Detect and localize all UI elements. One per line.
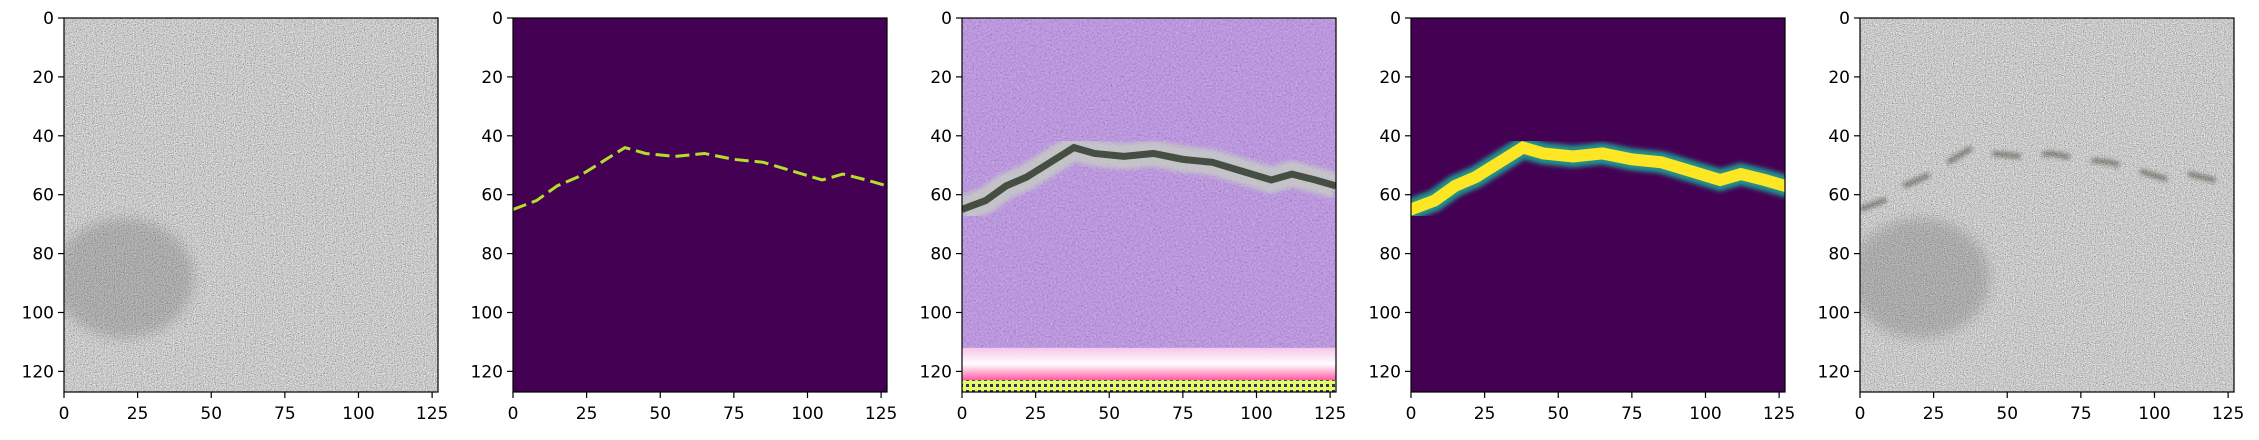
y-tick-label: 120 bbox=[1369, 362, 1401, 382]
axes-frame bbox=[1410, 17, 1786, 393]
x-tick-label: 25 bbox=[1474, 404, 1496, 424]
bottom-band bbox=[962, 347, 1336, 381]
y-tick-label: 100 bbox=[1369, 303, 1401, 323]
x-tick-label: 75 bbox=[274, 404, 296, 424]
x-tick-label: 100 bbox=[791, 404, 823, 424]
y-tick-label: 60 bbox=[32, 186, 54, 206]
y-tick-label: 60 bbox=[1828, 186, 1850, 206]
y-tick-label: 80 bbox=[1379, 245, 1401, 265]
x-tick-label: 100 bbox=[2138, 404, 2170, 424]
y-tick-label: 100 bbox=[920, 303, 952, 323]
faint-crack bbox=[1860, 144, 2234, 212]
y-tick-label: 40 bbox=[481, 127, 503, 147]
x-tick-label: 0 bbox=[1406, 404, 1417, 424]
y-tick-label: 40 bbox=[1828, 127, 1850, 147]
x-tick-label: 125 bbox=[2212, 404, 2244, 424]
x-tick-label: 75 bbox=[1172, 404, 1194, 424]
x-tick-label: 25 bbox=[1923, 404, 1945, 424]
panel-image bbox=[962, 18, 1336, 392]
y-tick-label: 80 bbox=[1828, 245, 1850, 265]
x-tick-label: 25 bbox=[1025, 404, 1047, 424]
y-tick-label: 20 bbox=[1379, 68, 1401, 88]
x-tick-label: 125 bbox=[865, 404, 897, 424]
x-tick-label: 25 bbox=[576, 404, 598, 424]
heat-band-core bbox=[1411, 141, 1785, 216]
x-tick-label: 0 bbox=[59, 404, 70, 424]
x-tick-label: 100 bbox=[1689, 404, 1721, 424]
y-tick-label: 20 bbox=[930, 68, 952, 88]
x-tick-label: 50 bbox=[1547, 404, 1569, 424]
y-tick-label: 60 bbox=[481, 186, 503, 206]
x-tick-label: 50 bbox=[649, 404, 671, 424]
y-tick-label: 100 bbox=[22, 303, 54, 323]
panel-image bbox=[64, 18, 438, 392]
y-tick-label: 40 bbox=[32, 127, 54, 147]
axes-frame bbox=[63, 17, 439, 393]
panel-image bbox=[1411, 18, 1785, 392]
y-tick-label: 120 bbox=[920, 362, 952, 382]
panel-image bbox=[1860, 18, 2234, 392]
y-tick-label: 20 bbox=[32, 68, 54, 88]
panel-generated-image: 0 25 50 75 100 125 0 20 40 60 80 100 120 bbox=[920, 9, 1347, 424]
x-tick-label: 125 bbox=[1314, 404, 1346, 424]
y-tick-label: 80 bbox=[481, 245, 503, 265]
y-tick-label: 40 bbox=[1379, 127, 1401, 147]
y-tick-label: 100 bbox=[471, 303, 503, 323]
y-tick-label: 0 bbox=[492, 9, 503, 29]
crack-line bbox=[962, 143, 1336, 213]
x-tick-label: 50 bbox=[1098, 404, 1120, 424]
x-tick-label: 0 bbox=[508, 404, 519, 424]
y-tick-label: 0 bbox=[1839, 9, 1850, 29]
panel-crack-heatmap: 0 25 50 75 100 125 0 20 40 60 80 100 120 bbox=[1369, 9, 1796, 424]
axes-frame bbox=[1859, 17, 2235, 393]
x-tick-label: 100 bbox=[342, 404, 374, 424]
x-tick-label: 125 bbox=[416, 404, 448, 424]
x-tick-label: 50 bbox=[1996, 404, 2018, 424]
y-tick-label: 60 bbox=[930, 186, 952, 206]
x-tick-label: 0 bbox=[957, 404, 968, 424]
y-tick-label: 80 bbox=[930, 245, 952, 265]
y-tick-label: 40 bbox=[930, 127, 952, 147]
y-tick-label: 120 bbox=[471, 362, 503, 382]
y-tick-label: 20 bbox=[1828, 68, 1850, 88]
panel-crack-mask: 0 25 50 75 100 125 0 20 40 60 80 100 120 bbox=[471, 9, 898, 424]
x-tick-label: 75 bbox=[1621, 404, 1643, 424]
y-tick-label: 120 bbox=[22, 362, 54, 382]
crack-line bbox=[513, 145, 887, 211]
x-tick-label: 0 bbox=[1855, 404, 1866, 424]
y-tick-label: 120 bbox=[1818, 362, 1850, 382]
y-tick-label: 100 bbox=[1818, 303, 1850, 323]
y-tick-label: 60 bbox=[1379, 186, 1401, 206]
y-tick-label: 0 bbox=[1390, 9, 1401, 29]
y-tick-label: 0 bbox=[941, 9, 952, 29]
x-tick-label: 125 bbox=[1763, 404, 1795, 424]
axes-frame bbox=[512, 17, 888, 393]
y-tick-label: 20 bbox=[481, 68, 503, 88]
x-tick-label: 50 bbox=[200, 404, 222, 424]
y-tick-label: 80 bbox=[32, 245, 54, 265]
panel-image bbox=[513, 18, 887, 392]
x-tick-label: 75 bbox=[2070, 404, 2092, 424]
x-tick-label: 25 bbox=[127, 404, 149, 424]
axes-frame bbox=[961, 17, 1337, 393]
panel-output-texture: 0 25 50 75 100 125 0 20 40 60 80 100 120 bbox=[1818, 9, 2245, 424]
panel-input-texture: 0 25 50 75 100 125 0 20 40 60 80 100 120 bbox=[22, 9, 449, 424]
x-tick-label: 75 bbox=[723, 404, 745, 424]
x-tick-label: 100 bbox=[1240, 404, 1272, 424]
y-tick-label: 0 bbox=[43, 9, 54, 29]
